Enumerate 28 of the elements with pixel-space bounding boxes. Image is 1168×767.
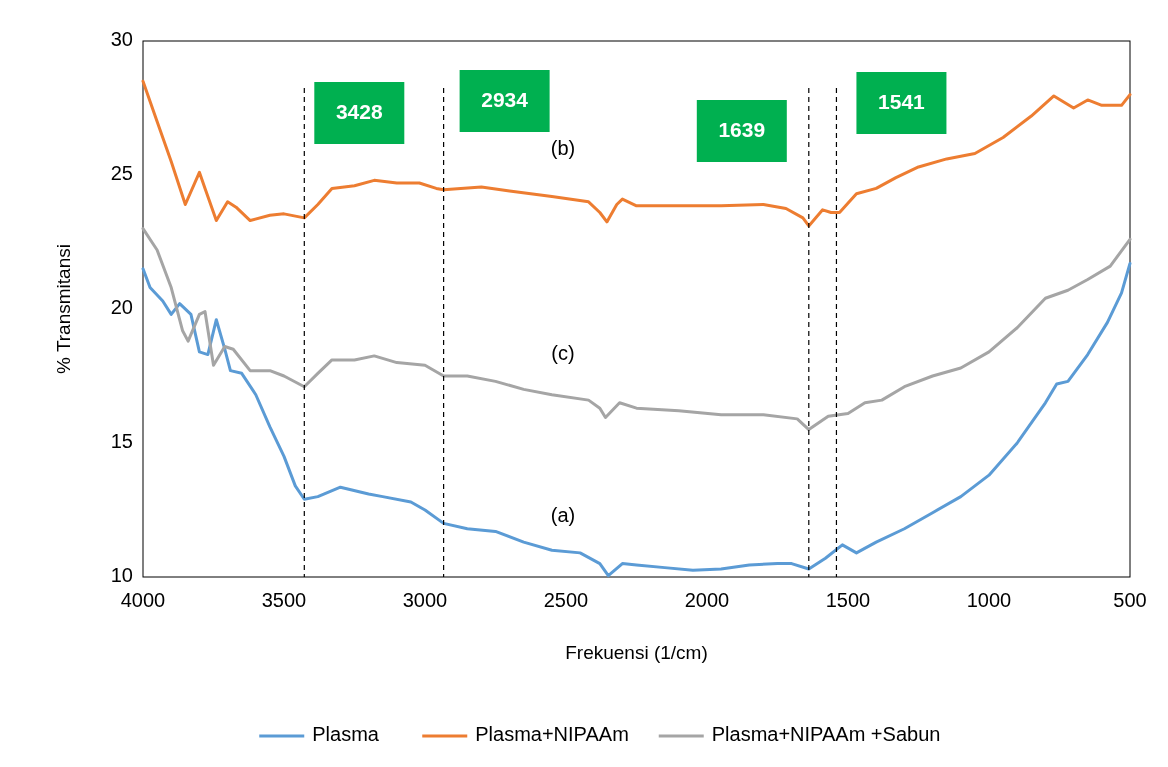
legend-label: Plasma [312, 723, 380, 746]
ref-line-label: 1639 [718, 117, 766, 141]
x-tick-label: 500 [1113, 589, 1147, 611]
x-tick-label: 2000 [684, 589, 730, 611]
x-tick-label: 1500 [825, 589, 871, 611]
annotation: (b) [550, 137, 576, 160]
x-tick-label: 2500 [543, 589, 589, 611]
legend-label: Plasma+NIPAAm +Sabun [711, 723, 941, 746]
y-tick-label: 30 [110, 28, 133, 51]
annotation: (c) [551, 342, 575, 365]
y-tick-label: 20 [110, 296, 133, 319]
ref-line-label: 3428 [335, 99, 383, 123]
x-tick-label: 3000 [402, 589, 448, 611]
x-axis-title: Frekuensi (1/cm) [565, 642, 708, 663]
ref-line-label: 2934 [481, 87, 529, 111]
x-tick-label: 1000 [966, 589, 1012, 611]
ref-line-label: 1541 [878, 89, 926, 113]
line-series [141, 227, 1132, 432]
y-axis-title: % Transmitansi [53, 244, 74, 374]
y-tick-label: 10 [110, 564, 133, 587]
x-tick-label: 4000 [120, 589, 166, 611]
x-tick-label: 3500 [261, 589, 307, 611]
annotation: (a) [550, 504, 576, 527]
y-tick-label: 15 [110, 430, 133, 453]
line-series [141, 79, 1132, 228]
line-series [141, 261, 1132, 578]
legend-label: Plasma+NIPAAm [475, 723, 629, 746]
y-tick-label: 25 [110, 162, 133, 185]
